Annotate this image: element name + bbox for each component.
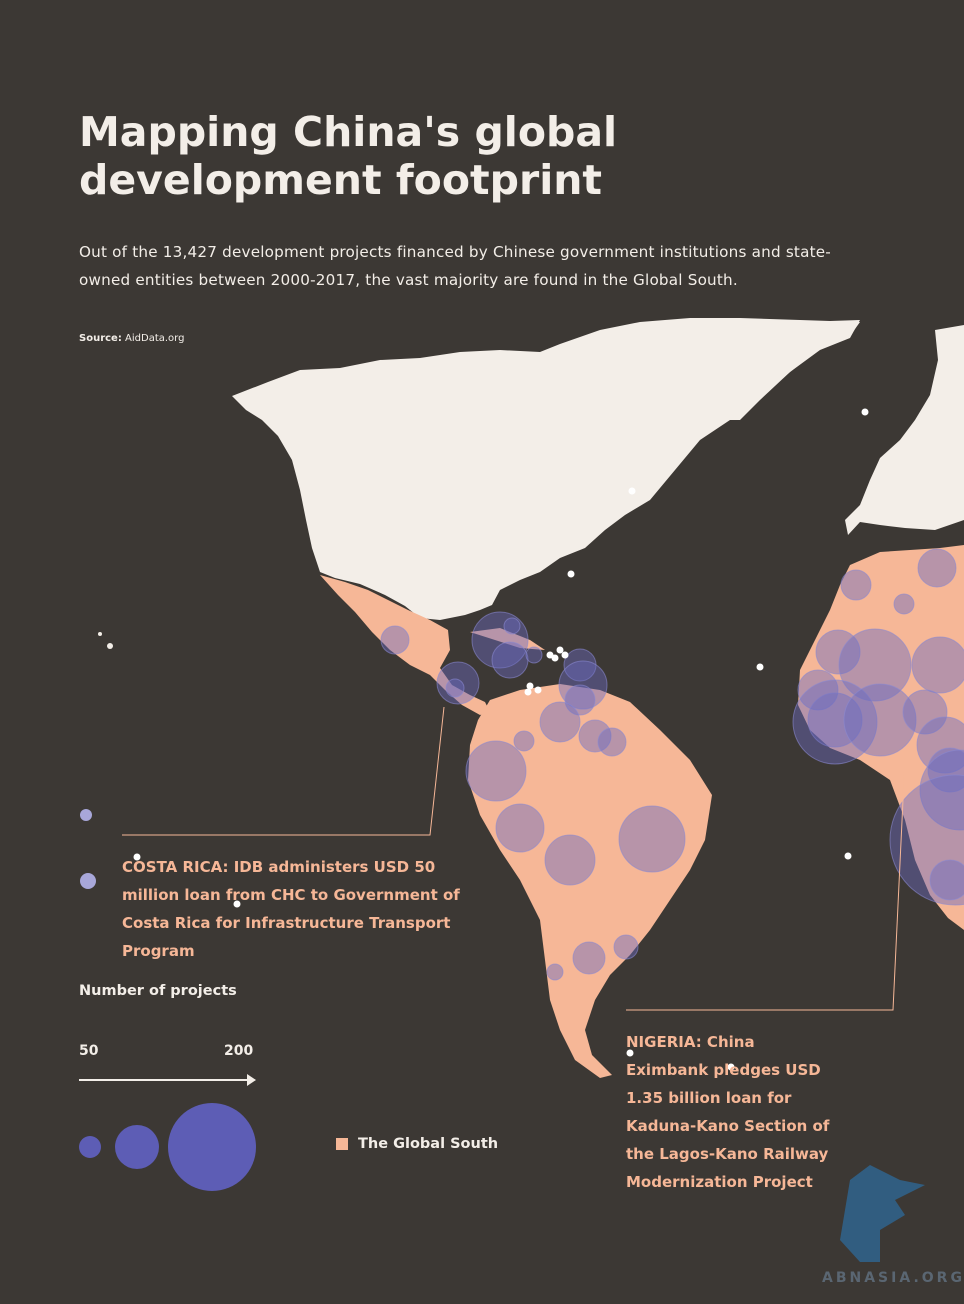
project-bubble	[544, 834, 596, 886]
project-bubble	[546, 963, 564, 981]
project-bubble	[815, 629, 861, 675]
project-bubble	[929, 859, 964, 901]
caribbean-islands	[470, 628, 545, 650]
small-project-dot	[844, 852, 852, 860]
nigeria-annotation: NIGERIA: China Eximbank pledges USD 1.35…	[626, 1033, 830, 1191]
project-bubble	[465, 740, 527, 802]
small-project-dot	[233, 900, 241, 908]
nigeria-leader-line	[626, 757, 906, 1011]
small-project-dot	[628, 487, 636, 495]
project-bubble	[495, 803, 545, 853]
small-project-dot	[556, 646, 564, 654]
project-bubble	[525, 646, 543, 664]
legend-max-value: 200	[224, 1043, 254, 1059]
small-project-dot	[861, 408, 869, 416]
small-project-dot	[756, 663, 764, 671]
costa-rica-annotation: COSTA RICA: IDB administers USD 50 milli…	[122, 858, 460, 960]
project-bubble	[840, 569, 872, 601]
small-project-dot	[526, 682, 534, 690]
project-bubble	[597, 727, 627, 757]
small-project-dot	[524, 688, 532, 696]
project-bubble	[618, 805, 686, 873]
legend-bubble-small	[79, 1136, 101, 1158]
small-project-dot	[561, 651, 569, 659]
legend-title: Number of projects	[79, 983, 237, 999]
project-bubble	[916, 716, 964, 774]
project-bubbles	[380, 548, 964, 981]
project-bubble	[445, 678, 465, 698]
legend-dot-small	[80, 873, 96, 889]
project-bubble	[889, 774, 964, 906]
project-bubble	[471, 611, 529, 669]
source-value: AidData.org	[125, 333, 185, 344]
small-project-dot	[727, 1063, 735, 1071]
watermark-emblem	[840, 1165, 925, 1262]
global-south-swatch	[336, 1138, 348, 1150]
project-bubble	[380, 625, 410, 655]
source-line: Source: AidData.org	[79, 333, 184, 344]
small-project-dot	[133, 853, 141, 861]
project-bubble	[513, 730, 535, 752]
page-subtitle: Out of the 13,427 development projects f…	[79, 243, 831, 289]
mexico-central-america-land	[320, 575, 490, 715]
project-bubble	[843, 683, 917, 757]
small-project-dot	[551, 654, 559, 662]
small-project-dots	[133, 408, 869, 1071]
legend-bubble-medium	[115, 1125, 159, 1169]
source-label: Source:	[79, 333, 122, 344]
project-bubble	[578, 719, 612, 753]
project-bubble	[539, 701, 581, 743]
legend-arrow-head	[247, 1074, 256, 1086]
project-bubble	[613, 934, 639, 960]
small-project-dot	[567, 570, 575, 578]
legend-min-value: 50	[79, 1043, 99, 1059]
africa-land	[798, 545, 964, 930]
small-project-dot	[534, 686, 542, 694]
project-bubble	[491, 641, 529, 679]
project-bubble	[503, 617, 521, 635]
legend-bubble-large	[168, 1103, 256, 1191]
small-project-dot	[626, 1049, 634, 1057]
project-bubble	[838, 628, 912, 702]
greenland-land	[690, 320, 860, 420]
project-bubble	[902, 689, 948, 735]
project-bubble	[893, 593, 915, 615]
project-bubble	[927, 747, 964, 793]
hawaii-island	[107, 643, 113, 649]
project-bubble	[911, 636, 964, 694]
project-bubble	[564, 684, 596, 716]
global-south-legend: The Global South	[336, 1136, 498, 1152]
project-bubble	[807, 692, 863, 748]
project-bubble	[792, 679, 878, 765]
page-title: Mapping China's global development footp…	[79, 108, 618, 204]
legend-dot-small	[80, 809, 92, 821]
project-bubble	[572, 941, 606, 975]
global-south-label: The Global South	[358, 1136, 499, 1152]
south-america-land	[468, 684, 712, 1078]
hawaii-island	[98, 632, 102, 636]
watermark-text: ABNASIA.ORG	[822, 1270, 964, 1286]
europe-land	[845, 325, 964, 535]
project-bubble	[917, 548, 957, 588]
project-bubble	[797, 669, 839, 711]
project-bubble	[919, 749, 964, 831]
costa-rica-leader-line	[122, 706, 445, 836]
